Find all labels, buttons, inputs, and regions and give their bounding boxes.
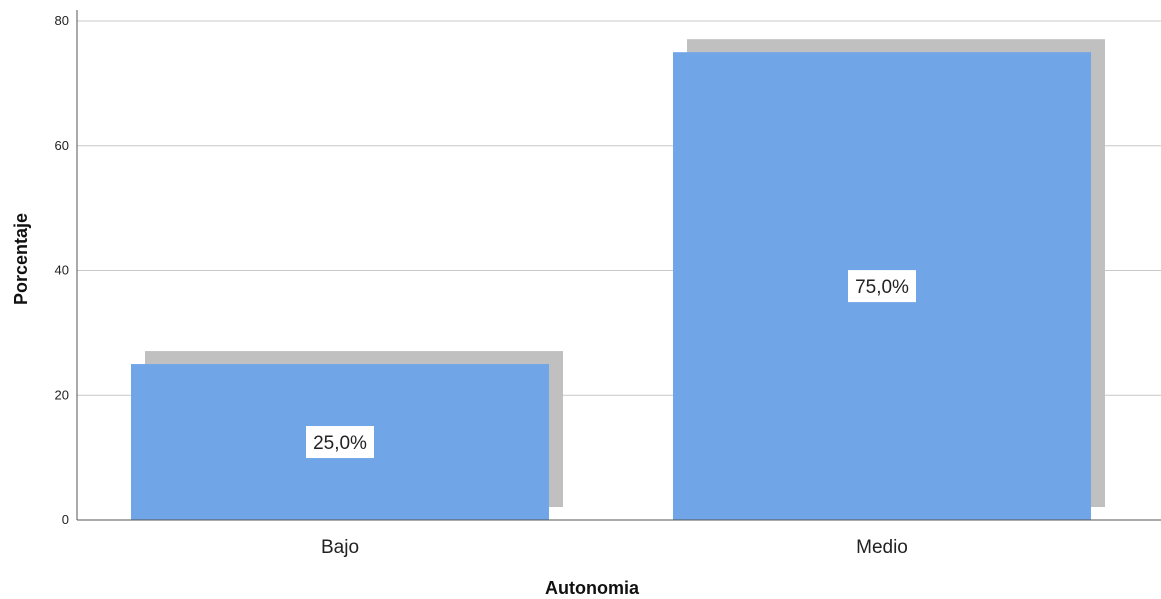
y-tick-label: 0 [62,512,69,527]
data-label-box [848,270,916,303]
x-category-labels: Bajo Medio [321,537,908,558]
x-category-label: Bajo [321,537,359,558]
x-axis-title: Autonomia [545,578,640,598]
x-category-label: Medio [856,537,908,558]
axes [76,10,1161,521]
data-label-group: 25,0% [306,426,374,459]
data-label: 75,0% [855,277,909,298]
data-label: 25,0% [313,433,367,454]
y-tick-labels: 0 20 40 60 80 [55,13,69,527]
y-tick-label: 80 [55,13,69,28]
data-label-group: 75,0% [848,270,916,303]
y-axis-title: Porcentaje [11,213,31,305]
y-tick-label: 20 [55,387,69,402]
y-tick-label: 40 [55,263,69,278]
data-label-box [306,426,374,459]
y-tick-label: 60 [55,138,69,153]
bars: 25,0% 75,0% [131,39,1105,520]
